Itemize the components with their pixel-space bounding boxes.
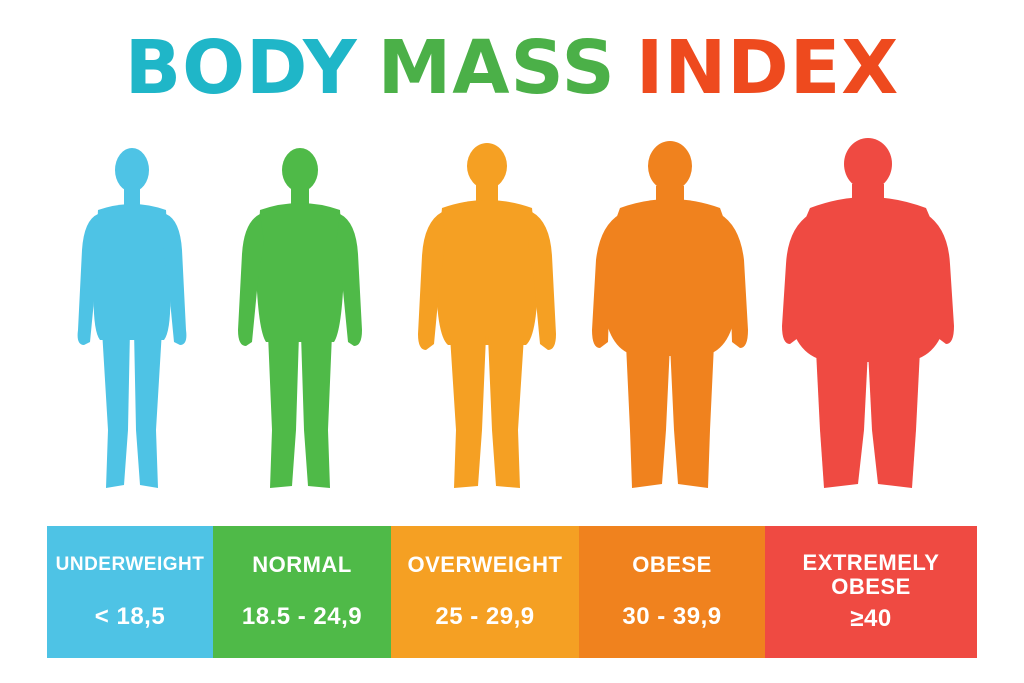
category-label: OVERWEIGHT bbox=[407, 552, 563, 577]
bmi-category-bar: UNDERWEIGHT < 18,5 NORMAL 18.5 - 24,9 OV… bbox=[47, 526, 977, 658]
category-range: < 18,5 bbox=[94, 603, 166, 630]
category-label: NORMAL bbox=[252, 552, 352, 577]
category-overweight: OVERWEIGHT 25 - 29,9 bbox=[391, 526, 579, 658]
title-word-body: BODY bbox=[124, 25, 358, 111]
body-silhouettes bbox=[0, 130, 1024, 510]
overweight-silhouette-icon bbox=[412, 130, 562, 510]
category-extremely-obese: EXTREMELY OBESE ≥40 bbox=[765, 526, 977, 658]
category-range: 30 - 39,9 bbox=[622, 603, 722, 630]
title-word-index: INDEX bbox=[635, 25, 900, 111]
category-obese: OBESE 30 - 39,9 bbox=[579, 526, 765, 658]
category-range: ≥40 bbox=[850, 605, 892, 632]
category-underweight: UNDERWEIGHT < 18,5 bbox=[47, 526, 213, 658]
normal-silhouette-icon bbox=[230, 130, 370, 510]
category-label: EXTREMELY OBESE bbox=[802, 550, 940, 599]
title-word-mass: MASS bbox=[377, 25, 616, 111]
obese-silhouette-icon bbox=[590, 130, 750, 510]
underweight-silhouette-icon bbox=[62, 130, 202, 510]
category-range: 25 - 29,9 bbox=[435, 603, 535, 630]
category-normal: NORMAL 18.5 - 24,9 bbox=[213, 526, 391, 658]
extremely-obese-silhouette-icon bbox=[782, 130, 954, 510]
category-label: OBESE bbox=[632, 552, 712, 577]
page-title: BODY MASS INDEX bbox=[0, 28, 1024, 108]
category-label: UNDERWEIGHT bbox=[55, 554, 205, 575]
category-range: 18.5 - 24,9 bbox=[241, 603, 363, 630]
